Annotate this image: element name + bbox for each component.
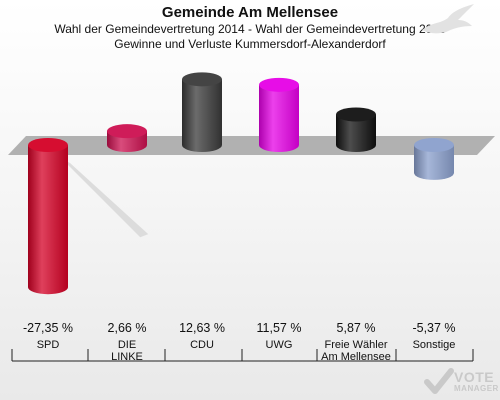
chart-subtitle-election: Wahl der Gemeindevertretung 2014 - Wahl … xyxy=(54,22,446,36)
category-label: DIE LINKE xyxy=(111,339,143,363)
bar-bottom-cap xyxy=(414,165,454,180)
bar-bottom-cap xyxy=(28,280,68,295)
checkmark-icon xyxy=(424,368,454,394)
bar-shadow xyxy=(62,159,149,238)
bar-top-cap xyxy=(259,77,299,92)
logo-vote-text: VOTE xyxy=(454,369,495,385)
bar-die-linke xyxy=(107,124,147,152)
bar-sonstige xyxy=(414,138,454,180)
bar-bottom-cap xyxy=(182,138,222,152)
bar-top-cap xyxy=(28,138,68,152)
bar-top-cap xyxy=(182,72,222,87)
bird-watermark-icon xyxy=(422,4,474,34)
bar-top-cap xyxy=(336,107,376,122)
category-label: Freie Wähler Am Mellensee xyxy=(321,339,391,363)
value-label: 11,57 % xyxy=(257,321,302,335)
value-label: -27,35 % xyxy=(23,321,73,335)
votemanager-logo: VOTE MANAGER xyxy=(424,365,500,397)
bar-body xyxy=(28,145,68,288)
bar-top-cap xyxy=(414,138,454,152)
bar-body xyxy=(259,84,299,145)
logo-manager-text: MANAGER xyxy=(454,384,499,393)
chart-header: Gemeinde Am Mellensee Wahl der Gemeindev… xyxy=(0,4,500,52)
bar-uwg xyxy=(259,77,299,152)
bar-body xyxy=(182,79,222,145)
category-label: CDU xyxy=(190,339,214,351)
bar-top-cap xyxy=(107,124,147,139)
bar-bottom-cap xyxy=(107,138,147,152)
value-label: -5,37 % xyxy=(412,321,455,335)
value-label: 12,63 % xyxy=(179,321,225,335)
bar-freie-w-hler-am-mellensee xyxy=(336,107,376,152)
bar-bottom-cap xyxy=(336,138,376,152)
category-label: Sonstige xyxy=(413,339,456,351)
bar-cdu xyxy=(182,72,222,152)
bar-spd xyxy=(28,138,68,295)
value-label: 2,66 % xyxy=(108,321,147,335)
category-label: UWG xyxy=(266,339,293,351)
category-label: SPD xyxy=(37,339,60,351)
bar-bottom-cap xyxy=(259,138,299,152)
value-label: 5,87 % xyxy=(337,321,376,335)
chart-title: Gemeinde Am Mellensee xyxy=(161,4,339,21)
chart-subtitle-region: Gewinne und Verluste Kummersdorf-Alexand… xyxy=(114,37,386,51)
